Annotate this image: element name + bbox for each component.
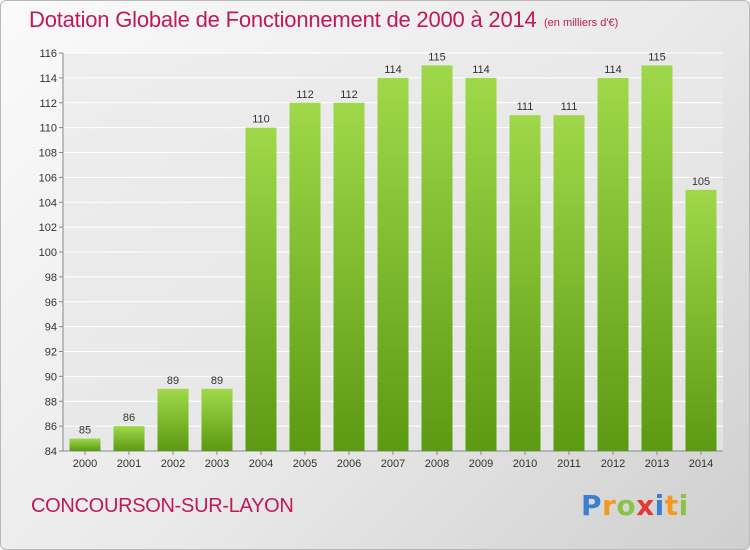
x-tick-label-2004: 2004 [249, 458, 273, 470]
data-label-2013: 115 [648, 51, 666, 63]
x-tick-label-2000: 2000 [73, 458, 97, 470]
data-label-2007: 114 [384, 64, 402, 76]
x-tick-label-2009: 2009 [469, 458, 493, 470]
y-tick-label: 86 [45, 421, 57, 433]
data-label-2004: 110 [252, 114, 270, 126]
chart-subtitle: (en milliers d'€) [544, 17, 619, 29]
y-tick-label: 116 [39, 48, 57, 60]
chart-title: Dotation Globale de Fonctionnement de 20… [29, 7, 537, 32]
data-label-2000: 85 [79, 425, 91, 437]
y-tick-label: 84 [45, 446, 57, 458]
data-label-2012: 114 [604, 64, 622, 76]
y-tick-label: 98 [45, 272, 57, 284]
x-tick-label-2005: 2005 [293, 458, 317, 470]
data-label-2014: 105 [692, 176, 710, 188]
x-tick-label-2007: 2007 [381, 458, 405, 470]
y-tick-label: 108 [39, 148, 57, 160]
x-tick-label-2013: 2013 [645, 458, 669, 470]
data-label-2008: 115 [428, 51, 446, 63]
bar-2000 [69, 438, 101, 451]
x-tick-label-2001: 2001 [117, 458, 141, 470]
logo-letter: P [581, 489, 603, 522]
y-tick-label: 106 [39, 172, 57, 184]
bar-2006 [333, 102, 365, 451]
data-label-2010: 111 [517, 101, 534, 113]
data-label-2001: 86 [123, 412, 135, 424]
data-label-2003: 89 [211, 375, 223, 387]
y-tick-label: 88 [45, 396, 57, 408]
x-tick-label-2006: 2006 [337, 458, 361, 470]
commune-name: CONCOURSON-SUR-LAYON [31, 495, 294, 517]
data-label-2002: 89 [167, 375, 179, 387]
bar-2012 [597, 77, 629, 451]
x-tick-label-2012: 2012 [601, 458, 625, 470]
bar-2013 [641, 65, 673, 451]
y-tick-label: 100 [39, 247, 57, 259]
logo-letter: i [654, 489, 665, 522]
data-label-2009: 114 [472, 64, 490, 76]
bar-2010 [509, 115, 541, 451]
x-tick-label-2003: 2003 [205, 458, 229, 470]
y-tick-label: 104 [39, 197, 57, 209]
y-tick-label: 94 [45, 322, 57, 334]
proxiti-logo: Proxiti [581, 489, 689, 522]
bar-2009 [465, 77, 497, 451]
x-tick-label-2008: 2008 [425, 458, 449, 470]
y-tick-label: 96 [45, 297, 57, 309]
logo-letter: t [664, 489, 679, 522]
x-tick-label-2010: 2010 [513, 458, 537, 470]
data-label-2011: 111 [561, 101, 578, 113]
y-tick-label: 114 [39, 73, 57, 85]
logo-letter: r [602, 489, 617, 522]
y-tick-label: 110 [39, 123, 57, 135]
bar-2004 [245, 127, 277, 451]
logo-letter: o [616, 489, 637, 522]
bar-2002 [157, 388, 189, 451]
y-tick-label: 92 [45, 347, 57, 359]
x-tick-label-2011: 2011 [557, 458, 581, 470]
y-tick-label: 102 [39, 222, 57, 234]
bar-2014 [685, 189, 717, 451]
y-tick-label: 112 [39, 98, 57, 110]
data-label-2005: 112 [296, 89, 314, 101]
bar-2001 [113, 426, 145, 451]
bar-2005 [289, 102, 321, 451]
logo-letter: i [678, 489, 689, 522]
x-tick-label-2014: 2014 [689, 458, 713, 470]
y-tick-label: 90 [45, 371, 57, 383]
data-label-2006: 112 [340, 89, 358, 101]
bar-2008 [421, 65, 453, 451]
bar-2007 [377, 77, 409, 451]
x-tick-label-2002: 2002 [161, 458, 185, 470]
bar-2003 [201, 388, 233, 451]
bar-2011 [553, 115, 585, 451]
logo-letter: x [636, 489, 655, 522]
